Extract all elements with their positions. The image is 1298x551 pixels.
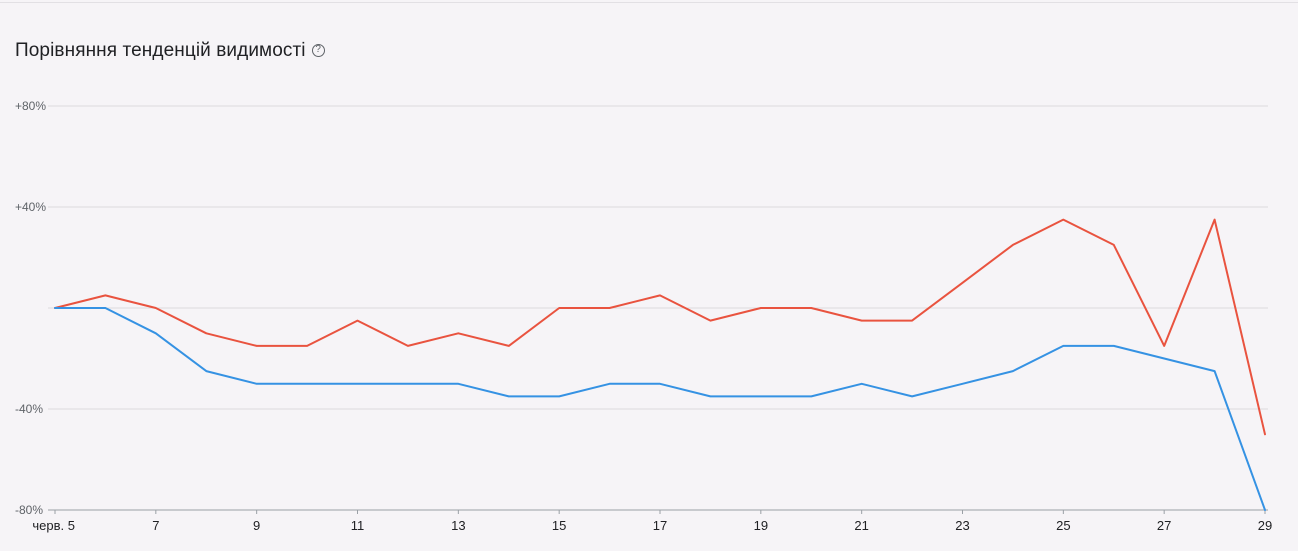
chart-grid	[48, 105, 1268, 511]
x-tick-label: 23	[955, 518, 969, 533]
x-tick-label: 15	[552, 518, 566, 533]
x-tick-label: 19	[754, 518, 768, 533]
y-tick-label: +40%	[15, 200, 46, 214]
x-tick-label: 17	[653, 518, 667, 533]
chart-header: Порівняння тенденцій видимості ?	[15, 40, 325, 62]
x-tick-label: 27	[1157, 518, 1171, 533]
series-line-red[interactable]	[54, 218, 1266, 436]
y-axis-labels: +80% +40% -40% -80%	[15, 99, 46, 517]
y-tick-label: -40%	[15, 402, 43, 416]
x-tick-label: 11	[351, 518, 365, 533]
x-tick-label: черв. 5	[32, 518, 75, 533]
chart-title: Порівняння тенденцій видимості	[15, 40, 306, 61]
x-tick-label: 7	[152, 518, 159, 533]
x-tick-label: 21	[854, 518, 868, 533]
y-tick-label: +80%	[15, 99, 46, 113]
y-tick-label: -80%	[15, 503, 43, 517]
x-tick-label: 29	[1258, 518, 1272, 533]
x-tick-label: 9	[253, 518, 260, 533]
help-circle-icon[interactable]: ?	[311, 43, 325, 57]
series-line-blue[interactable]	[54, 307, 1266, 511]
chart-series	[54, 218, 1266, 511]
x-tick-label: 13	[451, 518, 465, 533]
x-tick-label: 25	[1056, 518, 1070, 533]
x-axis-labels: черв. 5 7 9 11 13 15 17 19 21 23 25 27 29	[32, 510, 1272, 533]
top-divider	[0, 2, 1298, 3]
